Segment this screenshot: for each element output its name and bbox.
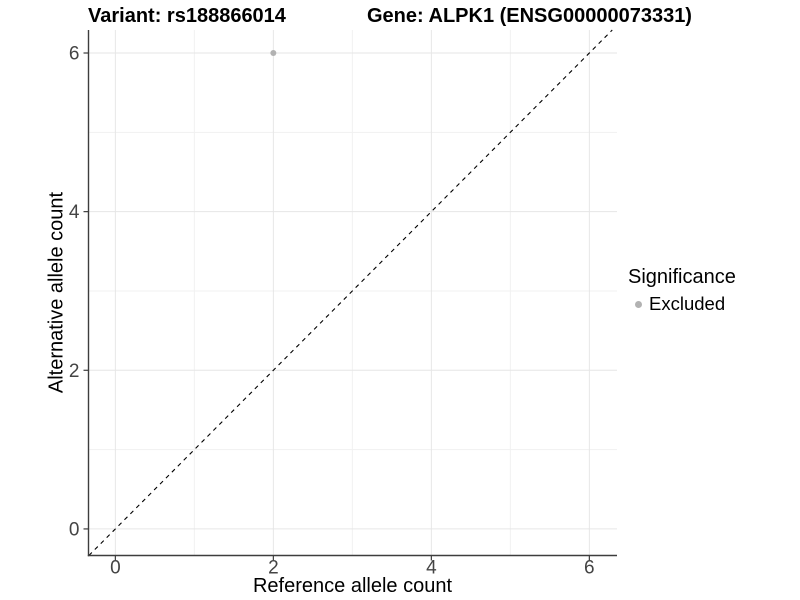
y-tick-label: 0	[69, 519, 80, 540]
legend: Significance Excluded	[628, 265, 736, 315]
y-tick-label: 4	[69, 202, 80, 223]
y-tick-label: 2	[69, 361, 80, 382]
data-point	[270, 50, 277, 57]
plot-title-gene: Gene: ALPK1 (ENSG00000073331)	[367, 5, 692, 27]
x-tick-label: 0	[110, 558, 121, 579]
legend-title: Significance	[628, 266, 736, 288]
x-tick-label: 2	[268, 558, 279, 579]
legend-item-label: Excluded	[649, 293, 726, 314]
x-tick-label: 4	[426, 558, 437, 579]
x-tick-label: 6	[584, 558, 595, 579]
plot-title-variant: Variant: rs188866014	[88, 5, 286, 27]
legend-point-icon	[635, 300, 642, 308]
y-axis-title: Alternative allele count	[45, 191, 68, 394]
legend-item-excluded: Excluded	[628, 293, 736, 315]
identity-dashed-line	[88, 29, 613, 556]
y-tick-label: 6	[69, 44, 80, 65]
x-axis-title: Reference allele count	[252, 575, 452, 597]
